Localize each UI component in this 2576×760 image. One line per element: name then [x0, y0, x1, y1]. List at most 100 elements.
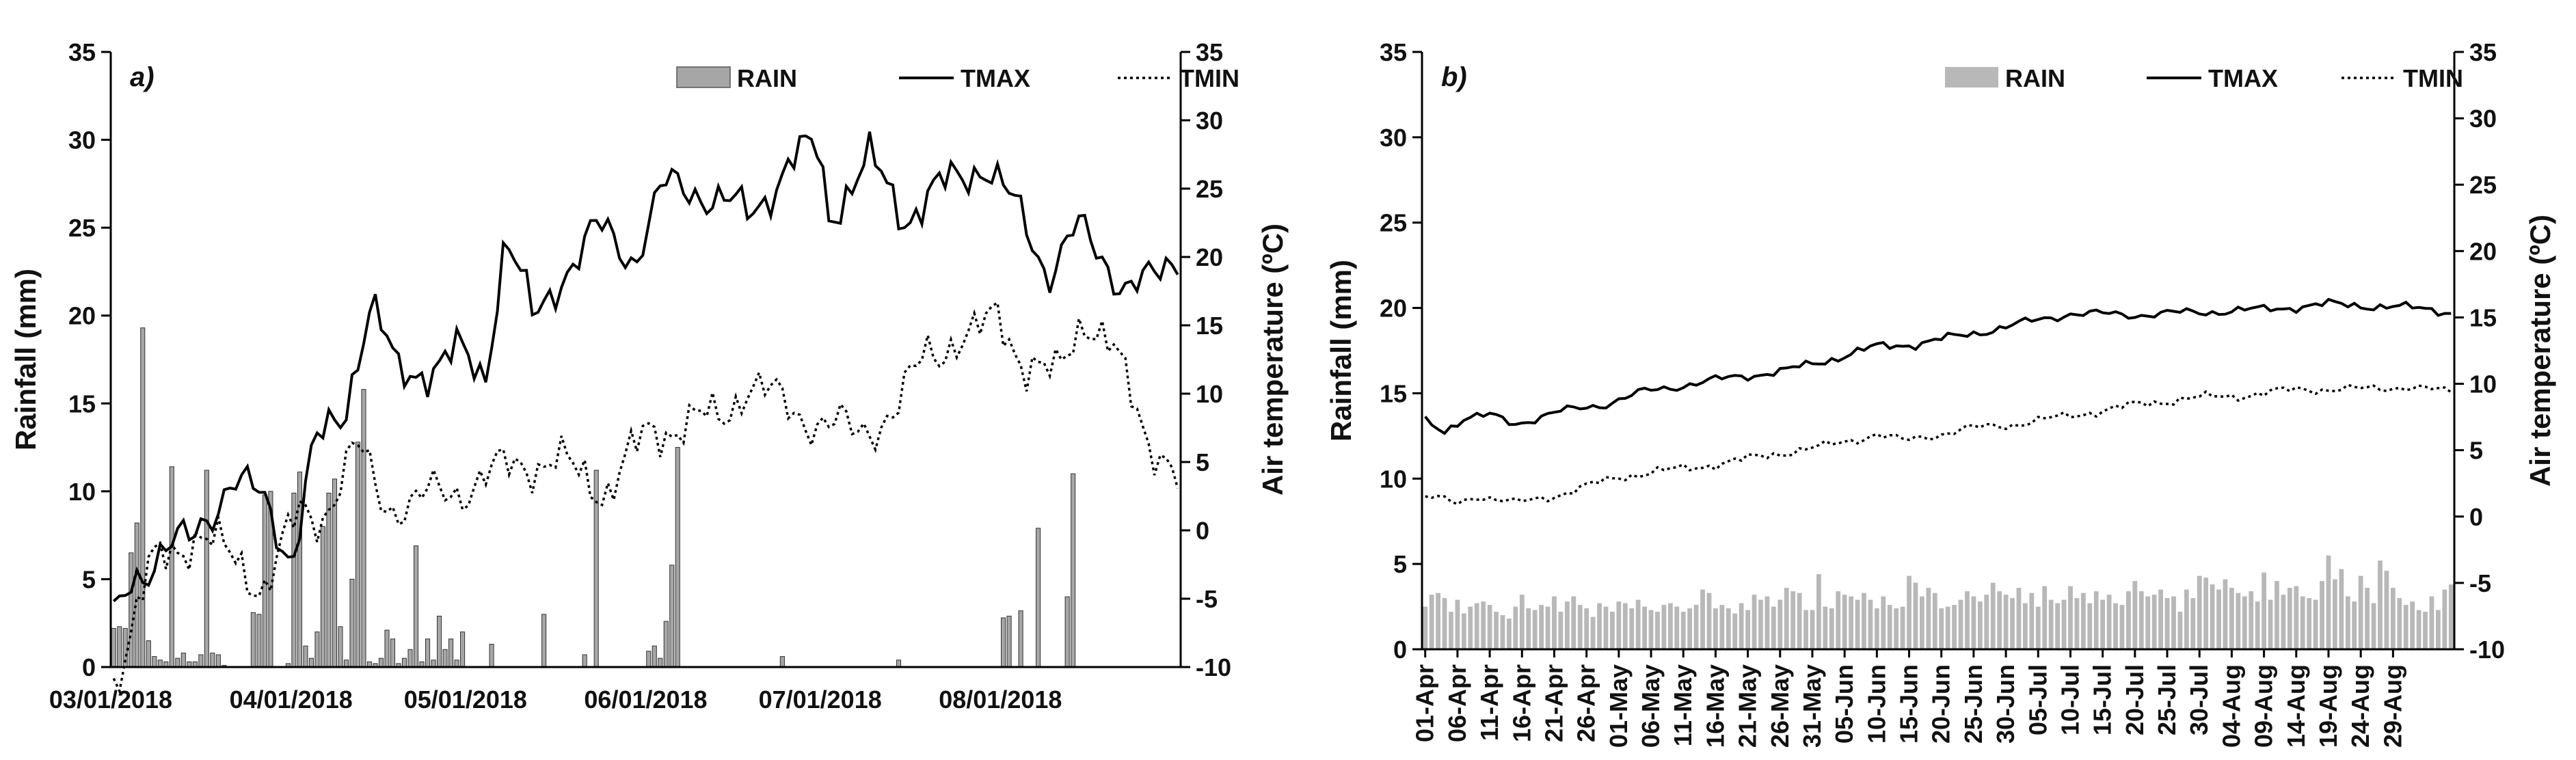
- x-tick-label: 06-Apr: [1443, 664, 1471, 742]
- legend-swatch-rain: [1945, 67, 1998, 87]
- rain-bar: [448, 638, 454, 668]
- tmax-line: [1424, 297, 2452, 435]
- rain-bar: [1965, 591, 1970, 649]
- rain-bar: [1616, 601, 1622, 649]
- x-tick-label: 05-Jul: [2024, 664, 2052, 735]
- y-tick-label-right: -5: [2469, 569, 2491, 597]
- rain-bar: [129, 552, 134, 668]
- y-tick-label-left: 10: [68, 478, 96, 506]
- rain-bar: [1771, 606, 1776, 649]
- x-tick-label: 01-May: [1605, 664, 1633, 748]
- rain-bar: [1836, 591, 1841, 649]
- rain-bar: [2320, 581, 2324, 649]
- rain-bar: [152, 656, 157, 668]
- rain-bar: [1693, 605, 1699, 649]
- rain-bar: [1862, 593, 1866, 649]
- rain-bar: [1913, 582, 1918, 649]
- legend-label-tmax: TMAX: [2208, 64, 2278, 92]
- rain-bar: [2249, 591, 2254, 649]
- y-tick-label-left: 35: [68, 38, 96, 66]
- rain-bar: [2087, 603, 2093, 649]
- legend: RAIN TMAX TMIN: [676, 64, 1239, 92]
- rain-bar: [2197, 575, 2202, 649]
- rain-bar: [1667, 603, 1673, 649]
- rain-bar: [2210, 584, 2215, 649]
- rain-bar: [2042, 586, 2048, 649]
- rain-bar: [1758, 599, 1763, 649]
- rain-bar: [413, 545, 419, 668]
- rain-bar: [1881, 596, 1886, 649]
- tmin-line: [112, 300, 1179, 695]
- legend-label-tmin: TMIN: [2403, 64, 2463, 92]
- rain-bar: [1661, 605, 1667, 649]
- y-tick-label-left: 10: [1380, 465, 1407, 493]
- rain-bar: [1642, 606, 1647, 649]
- rain-bar: [134, 522, 139, 668]
- rain-bar: [1629, 608, 1635, 649]
- rain-bar: [582, 654, 587, 668]
- rain-bar: [210, 652, 215, 668]
- y-axis-label-left: Rainfall (mm): [10, 269, 42, 450]
- x-tick-label: 21-May: [1734, 664, 1762, 748]
- rain-bar: [2339, 569, 2344, 649]
- rain-bar: [1577, 605, 1583, 649]
- x-tick-label: 09-Aug: [2250, 664, 2278, 748]
- rain-bar: [2229, 588, 2234, 649]
- rain-bar: [675, 447, 680, 668]
- rain-bar: [250, 612, 256, 668]
- rain-bar: [1984, 595, 1989, 649]
- rain-bar: [1680, 612, 1686, 649]
- chart-panel-a: 0 5 10 15 20 25 30 35 -10 -5 0 5 10 15 20 25 30 35 03/01/2…: [10, 38, 1289, 714]
- y-tick-label-right: -5: [1196, 585, 1218, 613]
- x-tick-label: 19-Aug: [2314, 664, 2342, 748]
- rain-bar: [2216, 589, 2221, 649]
- rain-bar: [2223, 579, 2228, 649]
- legend-label-rain: RAIN: [737, 64, 797, 92]
- rain-bar: [140, 327, 146, 668]
- temp-lines: [1424, 297, 2452, 506]
- rain-bar: [436, 615, 442, 668]
- rain-bar: [1610, 612, 1615, 649]
- rain-bar: [2010, 598, 2015, 649]
- rain-bar: [2429, 596, 2434, 649]
- rain-bar: [1513, 606, 1518, 649]
- rain-bar: [1461, 613, 1466, 649]
- rain-bar: [2281, 595, 2286, 649]
- rain-bar: [1064, 596, 1070, 668]
- x-tick-label: 20-Jun: [1927, 664, 1955, 744]
- rain-bar: [256, 614, 262, 668]
- rain-bars: [111, 327, 1076, 668]
- rain-bar: [1494, 612, 1499, 649]
- rain-bar: [1790, 591, 1796, 649]
- rain-bar: [1436, 593, 1440, 649]
- rain-bar: [320, 526, 326, 668]
- x-tick-label: 03/01/2018: [49, 686, 172, 714]
- rain-bar: [361, 389, 366, 668]
- rain-bar: [1997, 591, 2002, 649]
- rain-bar: [1071, 473, 1076, 668]
- rain-bar: [1907, 575, 1911, 649]
- rain-bar: [1952, 605, 1957, 649]
- rain-bar: [593, 470, 599, 668]
- y-tick-label-right: 15: [1196, 312, 1223, 340]
- rain-bar: [1920, 596, 1924, 649]
- rain-bar: [1552, 596, 1557, 649]
- axes: 0 5 10 15 20 25 30 35 -10 -5 0 5 10 15 20 25 30 35 03/01/2…: [10, 38, 1289, 714]
- rain-bar: [2048, 599, 2054, 649]
- rain-bar: [663, 621, 669, 668]
- rain-bar: [1823, 606, 1828, 649]
- rain-bar: [431, 660, 436, 668]
- rain-bar: [1648, 610, 1654, 649]
- rain-bar: [2262, 572, 2266, 649]
- panel-label: a): [130, 62, 155, 92]
- rain-bar: [343, 660, 349, 668]
- rain-bar: [146, 640, 151, 668]
- rain-bar: [2029, 593, 2035, 649]
- y-tick-label-right: 15: [2469, 303, 2497, 331]
- x-tick-label: 05-Jun: [1830, 664, 1858, 744]
- y-tick-label-left: 0: [82, 653, 96, 681]
- x-tick-label: 06/01/2018: [584, 686, 707, 714]
- rain-bar: [1726, 608, 1731, 649]
- rain-bar: [2203, 578, 2209, 649]
